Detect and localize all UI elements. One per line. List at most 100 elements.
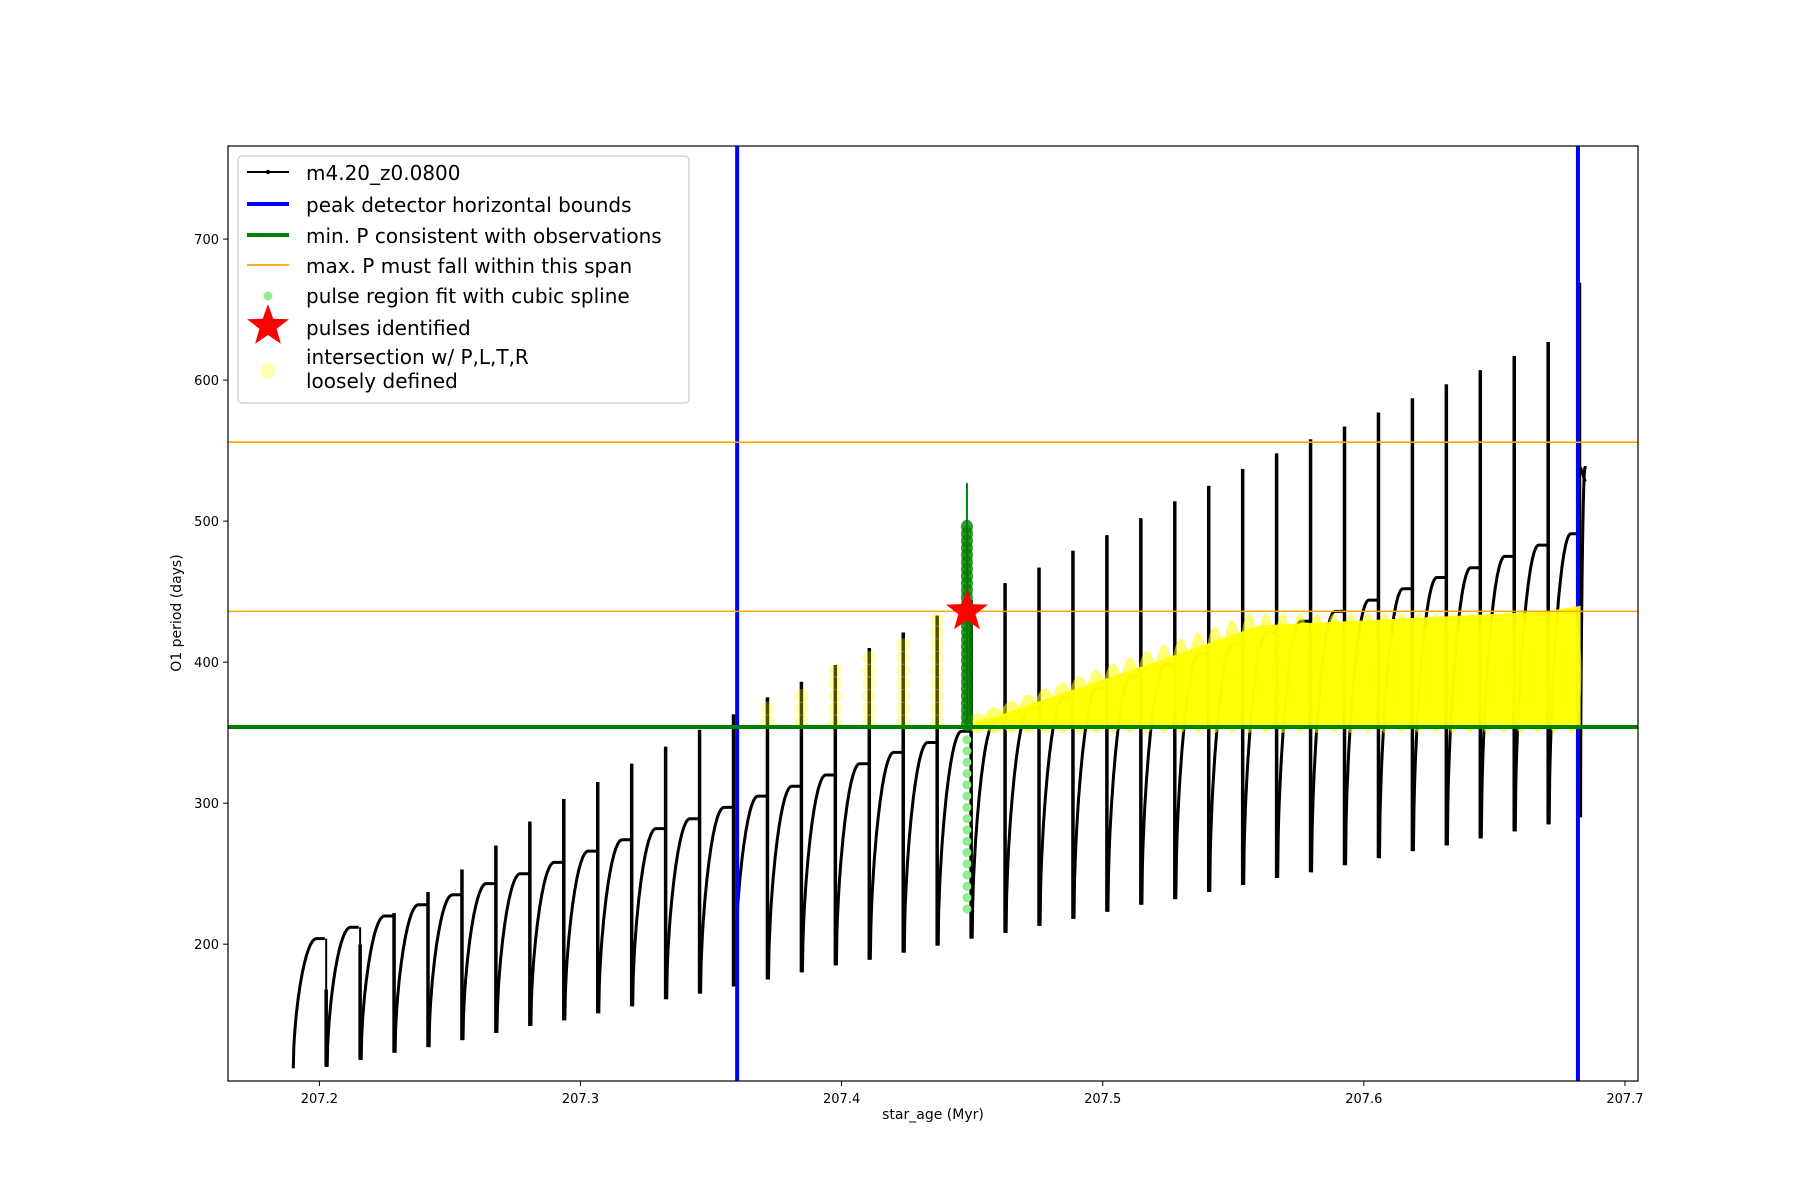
legend-label: min. P consistent with observations <box>306 224 662 248</box>
intersection-point <box>1476 613 1497 734</box>
intersection-point <box>794 701 809 716</box>
intersection-point <box>1323 613 1344 734</box>
intersection-point <box>1544 613 1565 734</box>
plot-area <box>228 146 1638 1081</box>
spline-point <box>962 780 972 790</box>
intersection-point <box>1120 657 1141 734</box>
intersection-point <box>930 701 945 716</box>
x-axis: 207.2 207.3 207.4 207.5 207.6 207.7 <box>301 1081 1644 1107</box>
legend-label: m4.20_z0.0800 <box>306 161 461 185</box>
y-axis-label: O1 period (days) <box>169 554 185 671</box>
intersection-point <box>1001 701 1022 734</box>
intersection-point <box>930 663 945 678</box>
intersection-point <box>896 714 911 729</box>
spline-point <box>962 870 972 880</box>
intersection-point <box>1137 651 1158 734</box>
intersection-point <box>1171 638 1192 734</box>
pulse-star-marker <box>946 589 988 630</box>
spline-point <box>962 791 972 801</box>
intersection-point <box>896 663 911 678</box>
intersection-point <box>794 714 809 729</box>
legend-swatch-dot <box>260 363 276 379</box>
model-cycle <box>699 805 733 994</box>
intersection-point <box>1052 682 1073 734</box>
legend-label: pulses identified <box>306 316 471 340</box>
y-axis: 200 300 400 500 600 700 <box>194 233 228 953</box>
intersection-point <box>1018 694 1039 734</box>
intersection-point <box>828 689 843 703</box>
x-tick-label: 207.3 <box>562 1092 599 1107</box>
x-tick-label: 207.5 <box>1084 1092 1121 1107</box>
x-tick-label: 207.4 <box>823 1092 860 1107</box>
legend-label-line-2: loosely defined <box>306 369 458 393</box>
legend-entry-pulses: pulses identified <box>247 304 471 344</box>
intersection-point <box>1425 613 1446 734</box>
legend-entry-peak-bounds: peak detector horizontal bounds <box>247 193 632 217</box>
intersection-point <box>930 676 945 691</box>
intersection-point <box>1357 613 1378 734</box>
model-cycle <box>970 718 1004 939</box>
intersection-point <box>1306 613 1327 734</box>
model-cycle <box>563 849 597 1021</box>
spline-point <box>962 746 972 756</box>
model-cycle <box>733 794 767 987</box>
intersection-point <box>1069 676 1090 734</box>
legend-entry-min-period: min. P consistent with observations <box>247 224 662 248</box>
intersection-point <box>1238 613 1259 734</box>
intersection-point <box>862 689 877 703</box>
spline-point <box>962 769 972 779</box>
legend-swatch-dot <box>263 291 273 301</box>
spline-point <box>962 802 972 812</box>
intersection-point <box>896 689 911 703</box>
intersection-point <box>1408 613 1429 734</box>
spline-point <box>962 904 972 914</box>
legend-label-line-1: intersection w/ P,L,T,R <box>306 345 529 369</box>
intersection-point <box>862 663 877 678</box>
model-cycle <box>936 729 970 946</box>
intersection-point <box>1442 613 1463 734</box>
intersection-point <box>930 612 945 627</box>
intersection-point <box>896 676 911 691</box>
intersection-point <box>828 663 843 678</box>
intersection-point <box>828 701 843 716</box>
y-tick-label: 600 <box>194 374 219 389</box>
spline-point <box>962 814 972 824</box>
model-cycle <box>461 882 495 1041</box>
legend-label: peak detector horizontal bounds <box>306 193 632 217</box>
legend-entry-model-track: m4.20_z0.0800 <box>247 161 461 185</box>
legend-label: intersection w/ P,L,T,R loosely defined <box>306 345 535 393</box>
model-cycle <box>291 937 325 1069</box>
legend-swatch-dot <box>265 169 271 175</box>
intersection-point <box>1272 613 1293 734</box>
model-cycle <box>834 762 868 966</box>
spline-point <box>962 825 972 835</box>
intersection-point <box>896 701 911 716</box>
spline-point <box>962 836 972 846</box>
model-cycle <box>868 750 902 960</box>
intersection-point <box>1205 626 1225 734</box>
legend-label: pulse region fit with cubic spline <box>306 284 630 308</box>
legend-entry-max-period-span: max. P must fall within this span <box>247 254 632 278</box>
y-tick-label: 300 <box>194 797 219 812</box>
intersection-point <box>1527 613 1548 734</box>
intersection-region <box>760 605 1582 734</box>
y-tick-label: 500 <box>194 515 219 530</box>
legend-box <box>237 155 690 404</box>
intersection-point <box>1340 613 1361 734</box>
x-tick-label: 207.6 <box>1345 1092 1382 1107</box>
model-cycle <box>1004 707 1038 933</box>
intersection-point <box>930 638 945 653</box>
intersection-point <box>1154 644 1175 734</box>
intersection-point <box>1459 613 1480 734</box>
intersection-point <box>828 676 843 691</box>
intersection-point <box>930 625 945 640</box>
model-cycle <box>325 925 359 1067</box>
intersection-point <box>1493 613 1514 734</box>
intersection-point <box>930 714 945 729</box>
pulse-point <box>960 519 973 534</box>
intersection-point <box>930 650 945 665</box>
x-tick-label: 207.2 <box>301 1092 338 1107</box>
intersection-point <box>896 650 911 665</box>
intersection-point <box>1086 669 1107 734</box>
intersection-point <box>984 707 1005 734</box>
